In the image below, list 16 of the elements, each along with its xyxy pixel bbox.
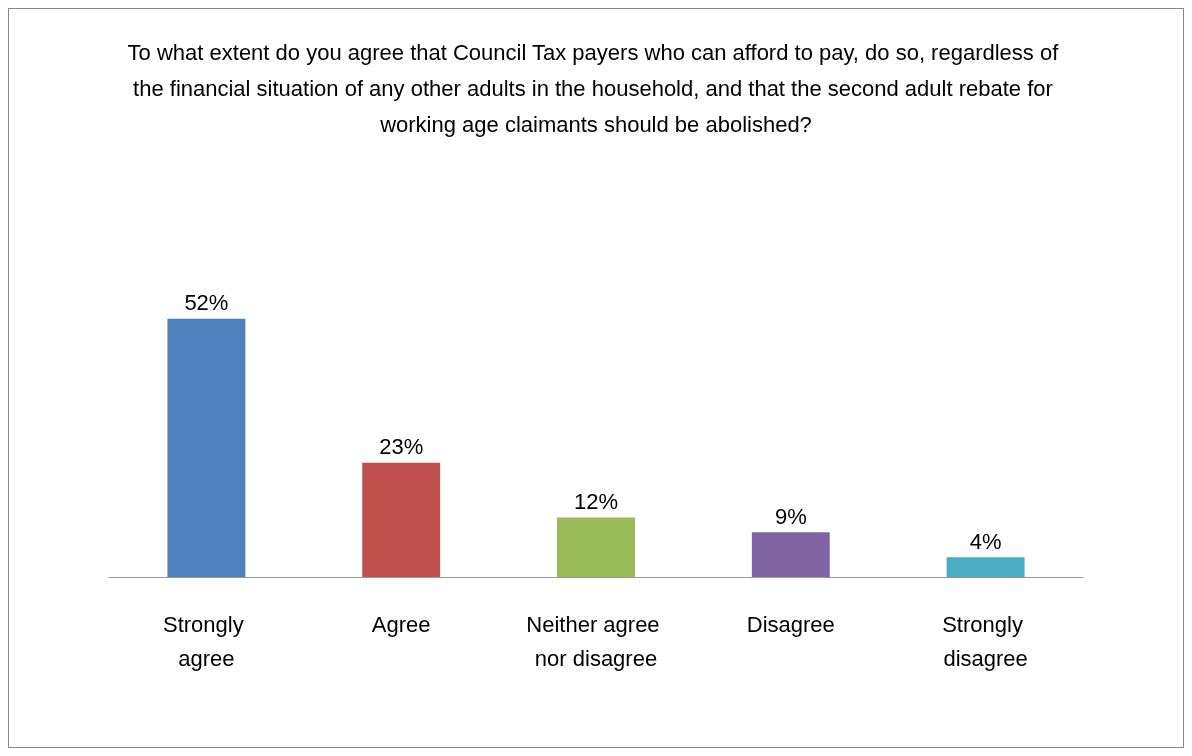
chart-title: To what extent do you agree that Council Tax payers who can afford to pay, do so, regardless of the financial situation of any other adults in the household, and that the second adult rebate for working age claimants should be abolished?: [127, 39, 1065, 137]
x-tick-label: Disagree: [746, 611, 835, 637]
data-label: 4%: [969, 528, 1002, 554]
x-tick-label: Neither agree nor disagree: [526, 611, 666, 671]
data-label: 23%: [379, 434, 424, 460]
bar: [946, 557, 1025, 577]
x-tick-label: Strongly disagree: [942, 611, 1030, 671]
x-tick-label: Agree: [371, 611, 431, 637]
data-label: 52%: [184, 290, 229, 316]
bar: [362, 462, 441, 577]
bar: [751, 532, 830, 577]
data-label: 9%: [774, 503, 807, 529]
bar: [167, 318, 246, 577]
bar: [557, 517, 635, 577]
data-label: 12%: [573, 488, 619, 514]
x-tick-label: Strongly agree: [162, 611, 250, 671]
